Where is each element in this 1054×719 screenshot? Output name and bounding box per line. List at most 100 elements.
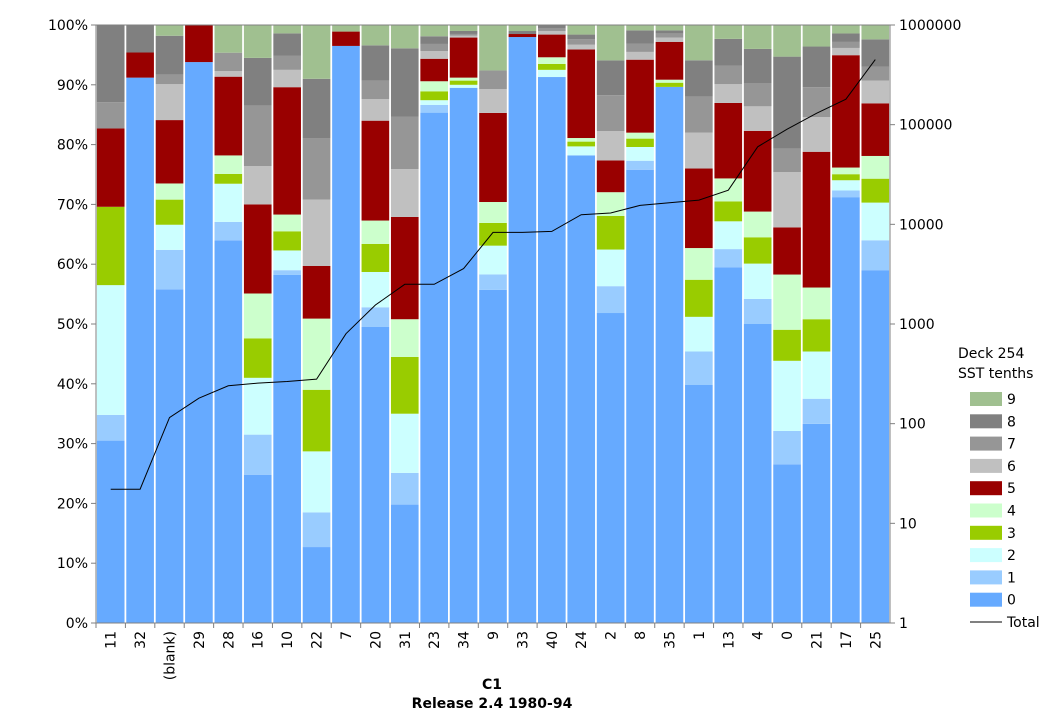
- bar-seg-0-s3: [773, 329, 801, 361]
- bar-seg-10-s4: [273, 214, 301, 232]
- bar-seg-0-s1: [773, 430, 801, 465]
- y-left-tick-label: 70%: [57, 197, 88, 213]
- legend-swatch-7: [970, 436, 1002, 451]
- bar-seg-16-s8: [243, 57, 272, 106]
- bar-seg-16-s2: [243, 377, 272, 435]
- legend-label-8: 8: [1007, 414, 1016, 430]
- x-tick-label-7: 7: [339, 631, 355, 640]
- legend: Deck 254 SST tenths 9 8 7 6 5 4 3 2 1 0 Total: [958, 346, 1040, 631]
- bar-seg-blank-s1: [155, 249, 184, 290]
- x-tick-label-21: 21: [809, 631, 825, 649]
- bar-seg-21-s3: [802, 319, 831, 352]
- y-left-tick-label: 40%: [57, 377, 88, 393]
- bar-seg-2-s4: [596, 192, 625, 216]
- bar-seg-28-s5: [214, 76, 243, 156]
- bar-seg-16-s7: [243, 105, 272, 167]
- bar-seg-24-s6: [567, 44, 596, 50]
- bar-seg-blank-s9: [155, 25, 184, 36]
- bar-seg-22-s4: [302, 318, 331, 390]
- bar-seg-21-s1: [802, 398, 831, 424]
- bar-seg-16-s1: [243, 434, 272, 475]
- bar-seg-25-s1: [861, 240, 890, 271]
- bar-seg-16-s0: [243, 474, 272, 623]
- bar-seg-blank-s0: [155, 289, 184, 623]
- bar-seg-40-s3: [537, 63, 566, 70]
- x-tick-label-blank: (blank): [163, 631, 179, 680]
- bar-seg-23-s0: [420, 112, 448, 623]
- x-tick-label-28: 28: [221, 631, 237, 649]
- bar-seg-4-s6: [743, 106, 772, 131]
- bar-seg-35-s3: [655, 82, 684, 87]
- bar-seg-9-s4: [479, 202, 507, 223]
- bar-seg-11-s0: [96, 440, 125, 623]
- bar-seg-2-s7: [596, 95, 625, 132]
- bar-seg-21-s6: [802, 117, 831, 152]
- y-left-tick-label: 80%: [57, 138, 88, 154]
- bar-seg-17-s5: [832, 55, 860, 168]
- bar-seg-28-s0: [214, 240, 243, 623]
- bar-seg-32-s8: [126, 25, 154, 53]
- bar-seg-40-s7: [537, 27, 566, 31]
- total-line: [110, 59, 876, 490]
- bar-seg-11-s1: [96, 414, 125, 441]
- bar-seg-23-s4: [420, 81, 448, 92]
- bar-seg-28-s4: [214, 155, 243, 174]
- bar-seg-4-s0: [743, 324, 772, 623]
- bar-seg-20-s2: [361, 271, 390, 308]
- y-right-tick-label: 1000: [899, 317, 935, 333]
- bar-seg-2-s9: [596, 25, 625, 61]
- bar-seg-2-s5: [596, 160, 625, 193]
- bar-seg-11-s8: [96, 25, 125, 103]
- bar-seg-0-s8: [773, 56, 801, 149]
- bar-seg-22-s3: [302, 389, 331, 452]
- axes-group: 0% 10% 20% 30% 40% 50% 60% 70% 80% 90% 100% 1 10 100 1…: [48, 18, 961, 632]
- x-tick-label-16: 16: [251, 631, 267, 649]
- bar-seg-35-s8: [655, 30, 684, 34]
- legend-label-0: 0: [1007, 593, 1016, 609]
- legend-label-3: 3: [1007, 526, 1016, 542]
- legend-swatch-3: [970, 525, 1002, 540]
- x-tick-label-4: 4: [751, 631, 767, 640]
- bar-seg-8-s7: [626, 43, 654, 52]
- bar-seg-11-s5: [96, 128, 125, 207]
- bar-seg-16-s6: [243, 166, 272, 205]
- bar-seg-2-s3: [596, 215, 625, 250]
- x-axis-title: C1: [482, 677, 502, 693]
- bar-seg-10-s3: [273, 231, 301, 251]
- bar-seg-13-s6: [714, 84, 743, 103]
- bar-seg-20-s5: [361, 120, 390, 221]
- x-tick-labels: 11 32 (blank) 29 28 16 10 22 7 20 31 23 34 9 33 40 24 2 8 3…: [95, 623, 884, 680]
- bar-seg-31-s8: [390, 48, 419, 117]
- bar-seg-17-s7: [832, 41, 860, 48]
- bar-seg-31-s6: [390, 169, 419, 217]
- bar-seg-22-s0: [302, 547, 331, 623]
- bar-seg-10-s5: [273, 87, 301, 215]
- x-tick-label-34: 34: [457, 631, 473, 649]
- bar-seg-2-s8: [596, 60, 625, 96]
- bar-seg-blank-s6: [155, 84, 184, 121]
- bar-seg-20-s3: [361, 243, 390, 272]
- bar-seg-31-s7: [390, 116, 419, 170]
- bar-seg-40-s6: [537, 30, 566, 35]
- bar-seg-20-s9: [361, 25, 390, 46]
- bar-seg-22-s7: [302, 138, 331, 200]
- x-tick-label-11: 11: [104, 631, 120, 649]
- bar-seg-22-s2: [302, 451, 331, 513]
- bar-seg-17-s0: [832, 197, 860, 623]
- bar-seg-13-s3: [714, 201, 743, 222]
- bar-seg-0-s5: [773, 227, 801, 275]
- bar-seg-1-s7: [685, 96, 713, 133]
- bar-seg-8-s4: [626, 132, 654, 139]
- legend-swatch-8: [970, 414, 1002, 429]
- bar-seg-34-s5: [449, 37, 478, 78]
- bar-seg-40-s2: [537, 69, 566, 78]
- legend-label-total: Total: [1006, 615, 1040, 631]
- bar-seg-13-s9: [714, 25, 743, 39]
- bar-seg-23-s7: [420, 43, 448, 52]
- bar-seg-28-s2: [214, 183, 243, 222]
- bar-seg-blank-s4: [155, 183, 184, 200]
- bar-seg-10-s9: [273, 25, 301, 34]
- y-left-tick-label: 20%: [57, 496, 88, 512]
- legend-label-2: 2: [1007, 548, 1016, 564]
